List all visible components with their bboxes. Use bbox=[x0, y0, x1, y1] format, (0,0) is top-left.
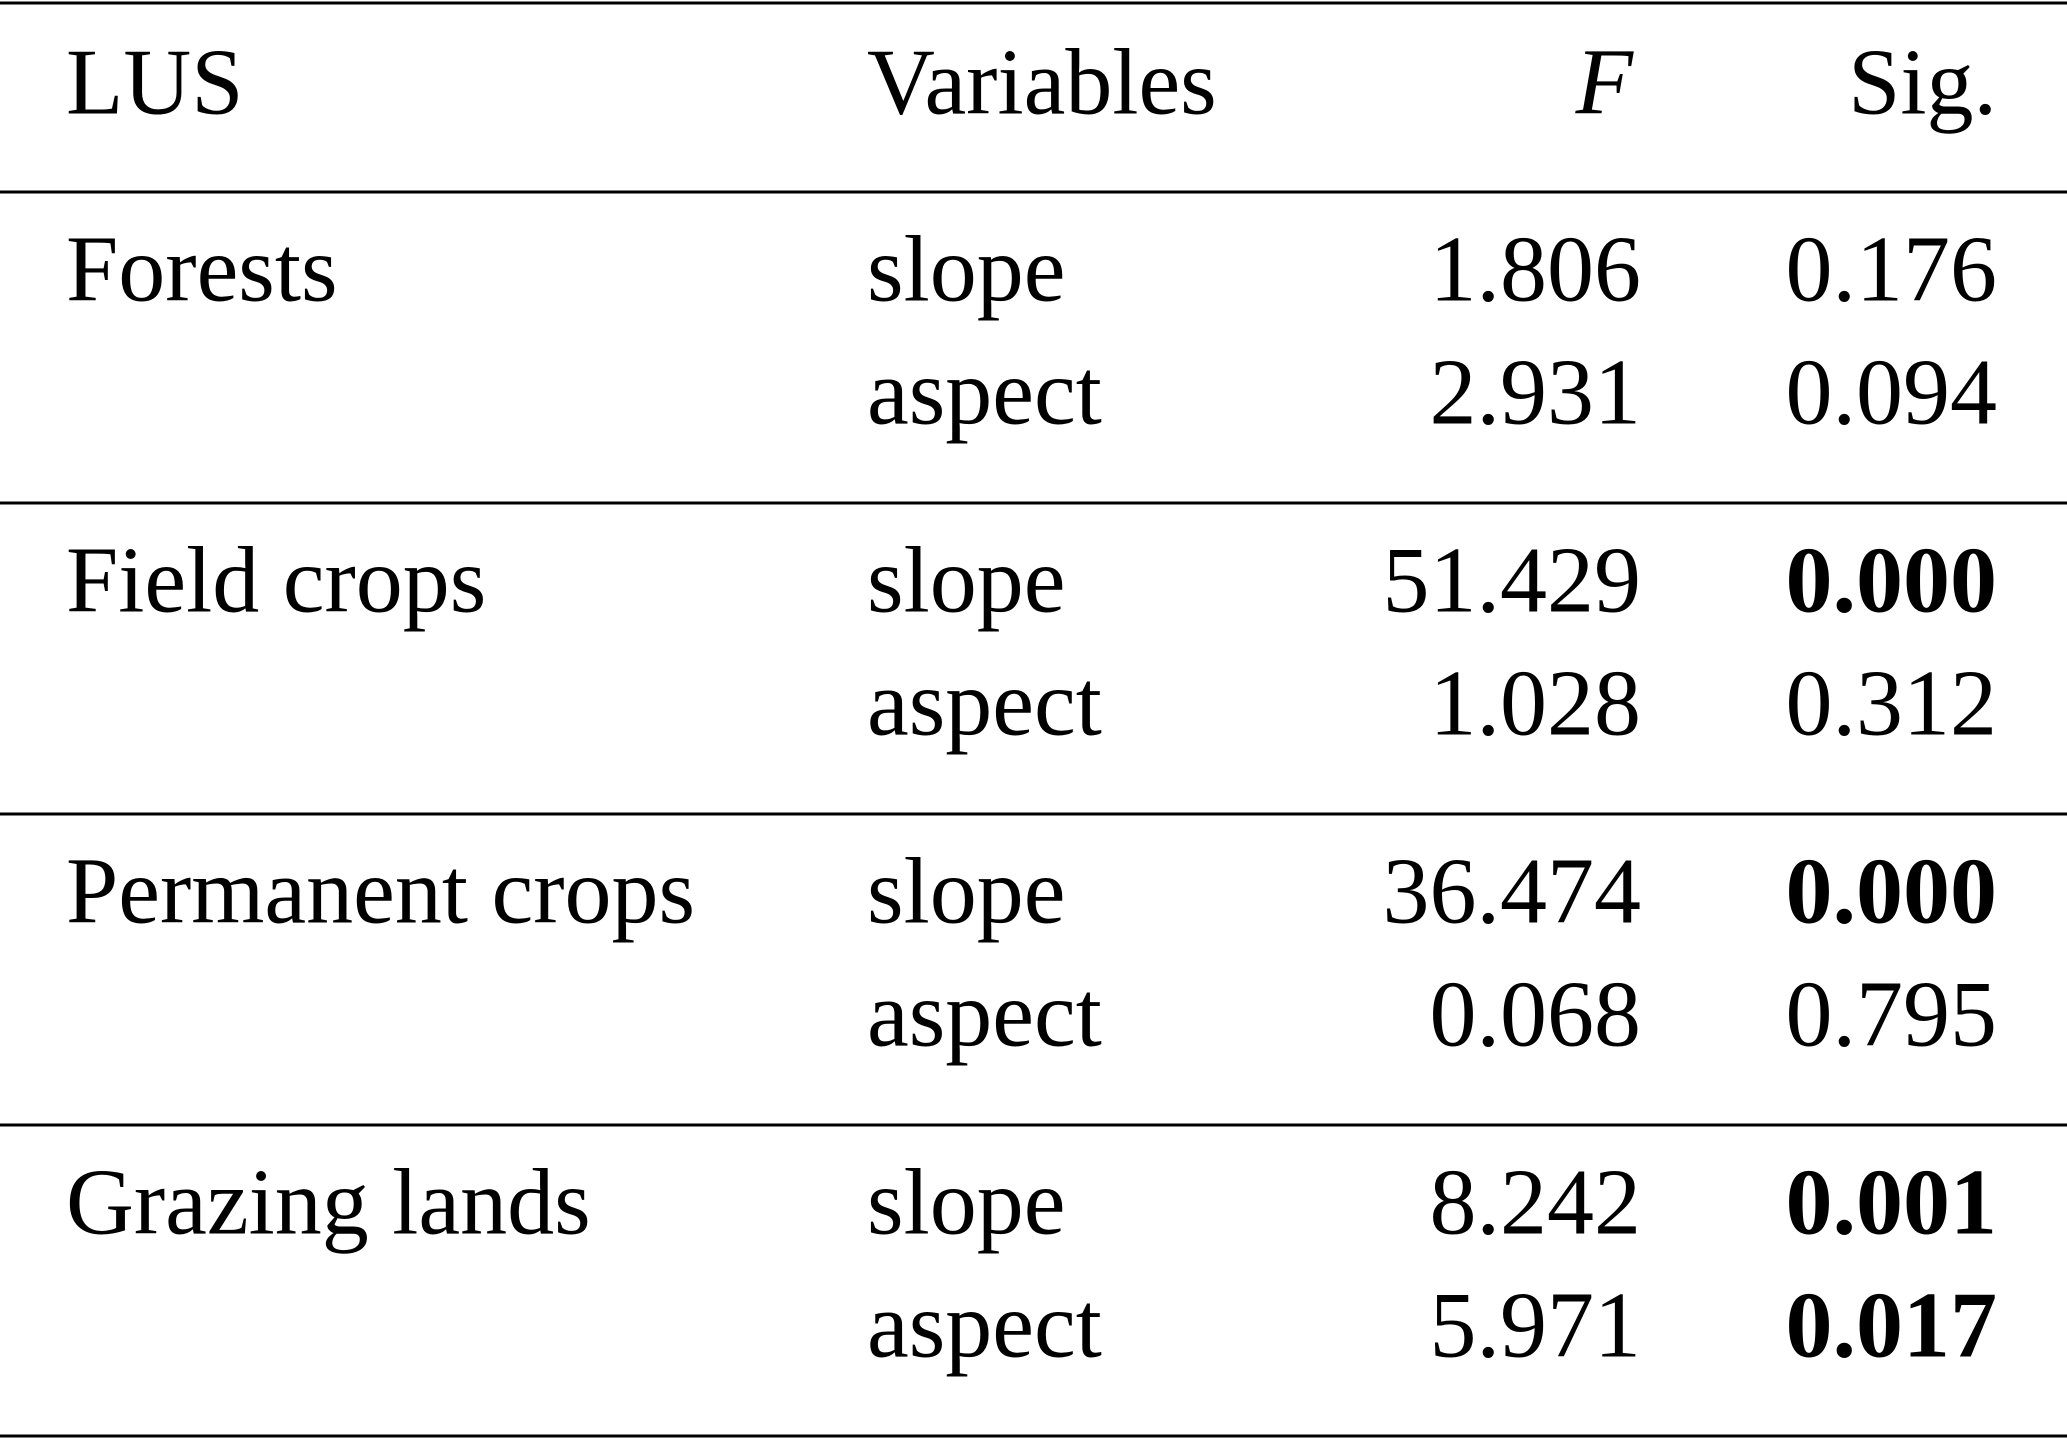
lus-cell: Forests bbox=[66, 218, 338, 322]
variable-cell: aspect bbox=[867, 652, 1102, 756]
variable-cell: aspect bbox=[867, 341, 1102, 445]
variable-cell: slope bbox=[867, 840, 1065, 944]
f-cell: 1.028 bbox=[1430, 652, 1642, 756]
variable-cell: slope bbox=[867, 529, 1065, 633]
lus-cell: Grazing lands bbox=[66, 1151, 591, 1255]
sig-cell: 0.795 bbox=[1786, 963, 1998, 1067]
f-cell: 2.931 bbox=[1430, 341, 1642, 445]
header-f: F bbox=[1575, 31, 1635, 135]
sig-cell: 0.176 bbox=[1786, 218, 1998, 322]
f-cell: 0.068 bbox=[1430, 963, 1642, 1067]
header-variables: Variables bbox=[867, 31, 1217, 135]
sig-cell: 0.017 bbox=[1786, 1274, 1998, 1378]
sig-cell: 0.312 bbox=[1786, 652, 1998, 756]
f-cell: 36.474 bbox=[1383, 840, 1642, 944]
variable-cell: aspect bbox=[867, 963, 1102, 1067]
sig-cell: 0.000 bbox=[1786, 840, 1998, 944]
header-sig: Sig. bbox=[1848, 31, 1997, 135]
variable-cell: slope bbox=[867, 218, 1065, 322]
lus-cell: Permanent crops bbox=[66, 840, 695, 944]
header-lus: LUS bbox=[66, 31, 244, 135]
variable-cell: aspect bbox=[867, 1274, 1102, 1378]
f-cell: 5.971 bbox=[1430, 1274, 1642, 1378]
sig-cell: 0.094 bbox=[1786, 341, 1998, 445]
sig-cell: 0.000 bbox=[1786, 529, 1998, 633]
lus-cell: Field crops bbox=[66, 529, 486, 633]
f-cell: 51.429 bbox=[1383, 529, 1642, 633]
f-cell: 1.806 bbox=[1430, 218, 1642, 322]
f-cell: 8.242 bbox=[1430, 1151, 1642, 1255]
sig-cell: 0.001 bbox=[1786, 1151, 1998, 1255]
variable-cell: slope bbox=[867, 1151, 1065, 1255]
